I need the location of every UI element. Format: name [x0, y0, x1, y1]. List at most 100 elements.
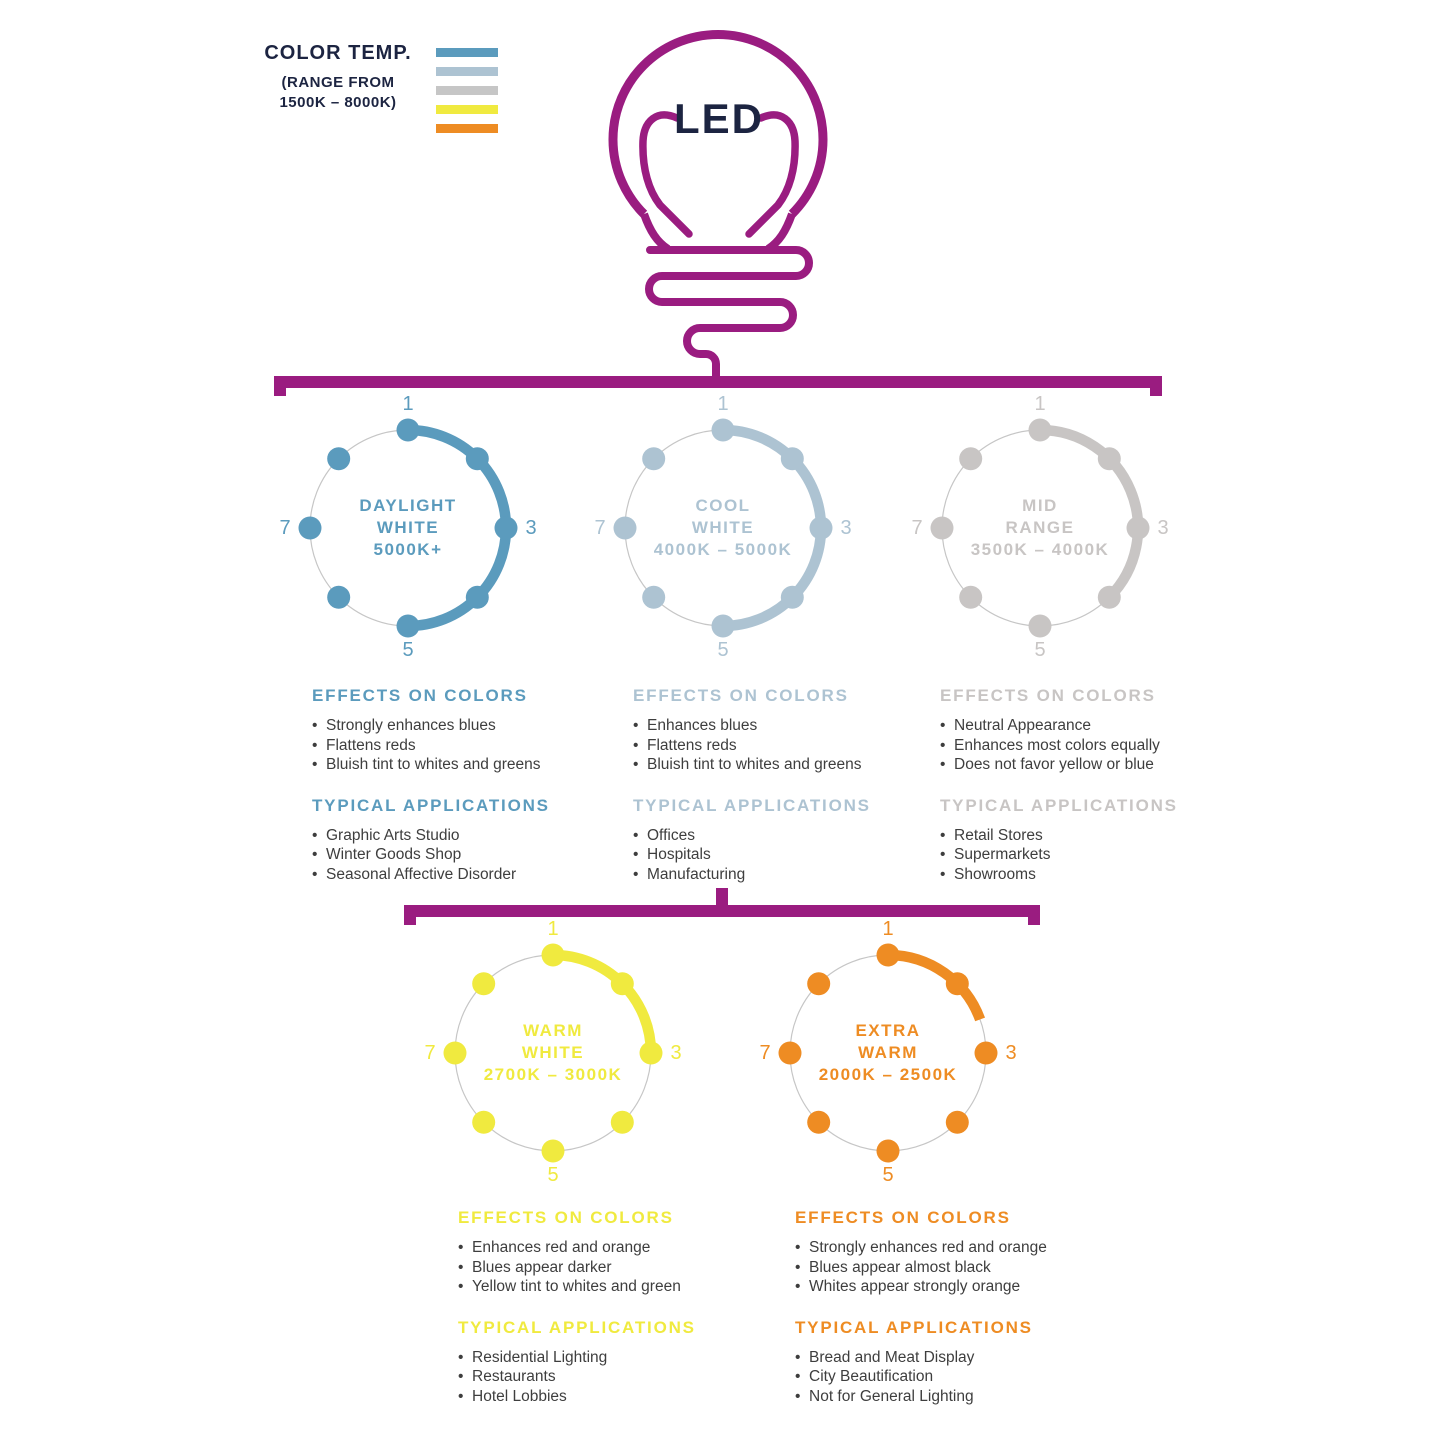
dial-dot-5 [396, 614, 420, 638]
mid-range-text-column: EFFECTS ON COLORS Neutral AppearanceEnhan… [940, 686, 1250, 905]
dial-title-line-3: 5000K+ [373, 540, 443, 559]
dial-number-top: 1 [882, 918, 893, 940]
dial-title-line-3: 4000K – 5000K [653, 540, 793, 559]
branch-bar-top [274, 376, 1162, 396]
legend-bar-3 [436, 86, 498, 95]
dial-dot-2 [610, 972, 634, 996]
dial-title-line-1: WARM [523, 1021, 583, 1040]
effects-heading: EFFECTS ON COLORS [940, 686, 1156, 705]
effects-item: Does not favor yellow or blue [940, 755, 1250, 775]
dial-dot-3 [809, 516, 833, 540]
branch-bottom-right-tick [1028, 905, 1040, 925]
dial-dot-8 [472, 972, 496, 996]
dial-dot-1 [876, 943, 900, 967]
dial-number-left: 7 [424, 1042, 435, 1064]
applications-item: Graphic Arts Studio [312, 826, 622, 846]
dial-dot-4 [465, 585, 489, 609]
dial-dot-4 [610, 1110, 634, 1134]
effects-item: Strongly enhances blues [312, 716, 622, 736]
warm-white-dial-graphic: 1 3 5 7 [424, 918, 681, 1186]
applications-heading: TYPICAL APPLICATIONS [633, 795, 871, 815]
dial-dot-3 [1126, 516, 1150, 540]
effects-item: Bluish tint to whites and greens [312, 755, 622, 775]
dial-dot-8 [642, 447, 666, 471]
dial-title-line-2: WHITE [691, 518, 755, 537]
bulb-outline [608, 30, 828, 218]
effects-item: Enhances red and orange [458, 1238, 768, 1258]
applications-item: Seasonal Affective Disorder [312, 865, 622, 885]
dial-dot-1 [1028, 418, 1052, 442]
effects-list: Neutral AppearanceEnhances most colors e… [940, 716, 1250, 775]
applications-heading: TYPICAL APPLICATIONS [940, 795, 1178, 815]
applications-list: Graphic Arts StudioWinter Goods ShopSeas… [312, 826, 622, 885]
effects-item: Whites appear strongly orange [795, 1277, 1105, 1297]
daylight-white-dial: 1 3 5 7 DAYLIGHT WHITE 5000K+ [268, 388, 548, 668]
applications-item: Retail Stores [940, 826, 1250, 846]
branch-bar-bottom [404, 888, 1040, 925]
dial-number-top: 1 [402, 393, 413, 415]
effects-heading: EFFECTS ON COLORS [458, 1208, 674, 1227]
dial-dot-8 [327, 447, 351, 471]
bulb-neck-right [765, 212, 796, 253]
dial-number-right: 3 [1005, 1042, 1016, 1064]
effects-list: Strongly enhances red and orangeBlues ap… [795, 1238, 1105, 1297]
dial-number-left: 7 [594, 517, 605, 539]
effects-list: Enhances bluesFlattens redsBluish tint t… [633, 716, 943, 775]
dial-dot-3 [639, 1041, 663, 1065]
dial-dot-6 [807, 1110, 831, 1134]
applications-item: Not for General Lighting [795, 1387, 1105, 1407]
dial-dot-5 [711, 614, 735, 638]
effects-heading: EFFECTS ON COLORS [633, 686, 849, 705]
applications-item: Showrooms [940, 865, 1250, 885]
dial-title-line-1: MID [1022, 496, 1058, 515]
dial-dot-3 [974, 1041, 998, 1065]
dial-number-top: 1 [1034, 393, 1045, 415]
dial-title-line-1: COOL [695, 496, 751, 515]
dial-dot-5 [541, 1139, 565, 1163]
dial-number-left: 7 [279, 517, 290, 539]
applications-item: Restaurants [458, 1367, 768, 1387]
effects-heading: EFFECTS ON COLORS [795, 1208, 1011, 1227]
applications-item: Hospitals [633, 845, 943, 865]
dial-dot-7 [778, 1041, 802, 1065]
legend-color-bars [436, 42, 498, 143]
dial-number-right: 3 [670, 1042, 681, 1064]
dial-range-arc [1039, 424, 1144, 602]
effects-list: Enhances red and orangeBlues appear dark… [458, 1238, 768, 1297]
daylight-white-dial-graphic: 1 3 5 7 [279, 393, 536, 661]
cool-white-text-column: EFFECTS ON COLORS Enhances bluesFlattens … [633, 686, 943, 905]
applications-item: Winter Goods Shop [312, 845, 622, 865]
dial-number-left: 7 [911, 517, 922, 539]
daylight-white-dial-title: DAYLIGHT WHITE 5000K+ [268, 388, 548, 668]
dial-dot-2 [780, 447, 804, 471]
dial-number-top: 1 [717, 393, 728, 415]
effects-item: Flattens reds [312, 736, 622, 756]
warm-white-dial: 1 3 5 7 WARM WHITE 2700K – 3000K [413, 913, 693, 1193]
effects-item: Bluish tint to whites and greens [633, 755, 943, 775]
color-temp-legend: COLOR TEMP. (RANGE FROM 1500K – 8000K) [258, 42, 498, 143]
legend-bar-4 [436, 105, 498, 114]
extra-warm-dial-title: EXTRA WARM 2000K – 2500K [748, 913, 1028, 1193]
warm-white-text-column: EFFECTS ON COLORS Enhances red and orange… [458, 1208, 768, 1427]
cool-white-dial-title: COOL WHITE 4000K – 5000K [583, 388, 863, 668]
extra-warm-text-column: EFFECTS ON COLORS Strongly enhances red a… [795, 1208, 1105, 1427]
bulb-neck-left [640, 212, 671, 253]
dial-dot-2 [465, 447, 489, 471]
effects-item: Enhances blues [633, 716, 943, 736]
applications-heading: TYPICAL APPLICATIONS [458, 1317, 696, 1337]
led-label: LED [674, 95, 764, 142]
dial-dot-8 [959, 447, 983, 471]
branch-bottom-stub [716, 888, 728, 905]
applications-list: Residential LightingRestaurantsHotel Lob… [458, 1348, 768, 1407]
dial-number-right: 3 [840, 517, 851, 539]
applications-item: Hotel Lobbies [458, 1387, 768, 1407]
dial-dot-7 [613, 516, 637, 540]
dial-dot-7 [930, 516, 954, 540]
mid-range-dial-graphic: 1 3 5 7 [911, 393, 1168, 661]
applications-list: OfficesHospitalsManufacturing [633, 826, 943, 885]
dial-number-bottom: 5 [717, 639, 728, 661]
applications-item: Bread and Meat Display [795, 1348, 1105, 1368]
dial-dot-2 [1097, 447, 1121, 471]
bulb-filament-left [639, 111, 693, 238]
applications-item: Supermarkets [940, 845, 1250, 865]
